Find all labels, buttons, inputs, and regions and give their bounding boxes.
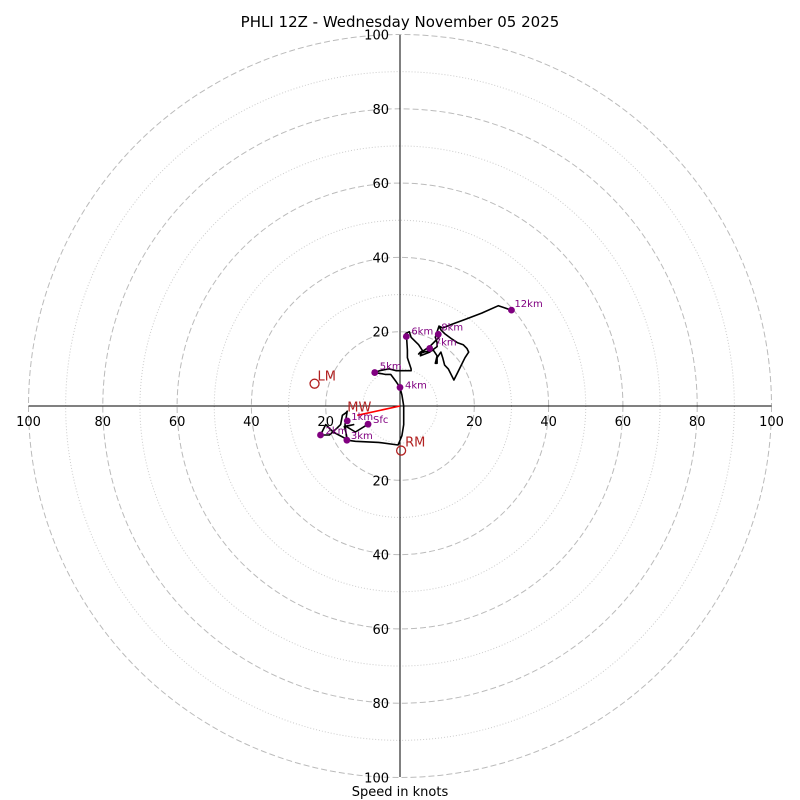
y-tick-label: 100 (364, 772, 389, 787)
storm-motion-label-rm: RM (405, 436, 425, 451)
y-tick-label: 60 (372, 623, 389, 638)
storm-motion-marker-lm (309, 378, 320, 389)
y-tick-label: 20 (372, 326, 389, 341)
height-label-7km: 7km (435, 337, 457, 348)
x-axis-label: Speed in knots (352, 785, 449, 800)
x-tick-label: 100 (16, 415, 41, 430)
height-marker-1km (343, 417, 351, 425)
height-marker-3km (343, 436, 351, 444)
x-tick-label: 40 (243, 415, 260, 430)
height-label-8km: 8km (441, 322, 463, 333)
mean-wind-label: MW (347, 400, 371, 415)
height-marker-2km (317, 431, 324, 439)
y-tick-label: 80 (372, 103, 389, 118)
storm-motion-label-lm: LM (318, 370, 336, 385)
height-label-12km: 12km (514, 299, 542, 310)
wind-profile-trace (319, 304, 512, 446)
chart-title: PHLI 12Z - Wednesday November 05 2025 (241, 13, 560, 31)
height-marker-sfc (364, 420, 372, 428)
x-tick-label: 80 (95, 415, 112, 430)
x-tick-label: 60 (615, 415, 632, 430)
x-tick-label: 100 (759, 415, 784, 430)
height-marker-7km (426, 345, 434, 352)
x-tick-label: 60 (169, 415, 186, 430)
height-label-2km: 2km (325, 426, 347, 437)
y-tick-label: 100 (364, 29, 389, 44)
height-label-5km: 5km (380, 362, 402, 373)
height-marker-5km (371, 369, 379, 376)
y-tick-label: 80 (372, 697, 389, 712)
height-marker-8km (434, 330, 442, 338)
height-label-3km: 3km (351, 431, 373, 442)
x-tick-label: 20 (317, 415, 334, 430)
height-marker-12km (508, 306, 515, 314)
height-label-6km: 6km (411, 327, 433, 338)
y-tick-label: 20 (372, 474, 389, 489)
x-tick-label: 20 (466, 415, 483, 430)
x-tick-label: 80 (689, 415, 706, 430)
height-label-4km: 4km (405, 380, 427, 391)
height-marker-6km (402, 333, 410, 340)
y-tick-label: 60 (372, 177, 389, 192)
tick-labels: 100 80 60 40 20 20 40 60 80 100 20 40 60 80 100 20 40 60 8… (16, 29, 784, 787)
mean-wind-arrow (357, 405, 401, 417)
height-marker-4km (396, 384, 404, 391)
y-tick-label: 40 (372, 251, 389, 266)
storm-motion-marker-rm (395, 445, 407, 456)
height-label-sfc: Sfc (373, 415, 388, 426)
x-tick-label: 40 (540, 415, 557, 430)
height-label-1km: 1km (351, 412, 373, 423)
y-tick-label: 40 (372, 549, 389, 564)
